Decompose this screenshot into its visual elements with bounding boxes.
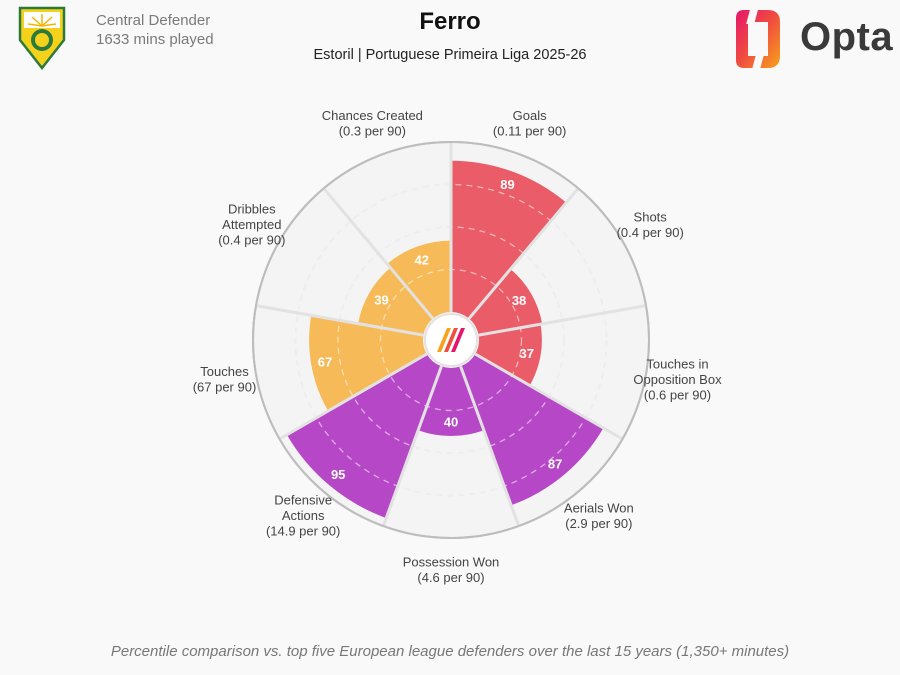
metric-label: Aerials Won (2.9 per 90) — [564, 500, 634, 531]
bar-shots — [468, 269, 543, 336]
value-label: 40 — [444, 415, 458, 430]
bar-guide-ring-75 — [294, 183, 608, 497]
bar-dribbles-attempted — [358, 267, 434, 336]
sector-divider — [474, 352, 624, 441]
metric-label: Defensive Actions (14.9 per 90) — [266, 493, 340, 539]
value-label: 39 — [374, 292, 388, 307]
bar-possession-won — [418, 366, 484, 436]
sector-divider — [467, 187, 580, 320]
sector-divider — [478, 304, 647, 337]
player-name: Ferro — [419, 8, 481, 35]
value-label: 89 — [500, 177, 514, 192]
metric-label: Chances Created (0.3 per 90) — [322, 108, 423, 139]
sector-divider — [459, 365, 521, 527]
bar-chances-created — [387, 240, 451, 319]
opta-brand-text: Opta — [800, 15, 894, 59]
value-label: 67 — [318, 355, 332, 370]
club-crest-icon — [18, 6, 66, 70]
bar-goals — [451, 160, 567, 319]
sector-divider — [278, 352, 428, 441]
bar-defensive-actions — [286, 354, 442, 519]
bar-touches-in-opposition-box — [475, 324, 542, 386]
value-label: 38 — [512, 293, 526, 308]
chart-footnote: Percentile comparison vs. top five Europ… — [110, 643, 790, 660]
metric-label: Touches in Opposition Box (0.6 per 90) — [633, 356, 722, 402]
metric-label: Touches (67 per 90) — [193, 364, 257, 395]
minutes-played: 1633 mins played — [96, 31, 214, 48]
bar-aerials-won — [460, 354, 604, 506]
value-label: 37 — [519, 346, 533, 361]
value-label: 95 — [331, 467, 345, 482]
value-label: 42 — [415, 252, 429, 267]
opta-logo-icon — [736, 8, 780, 70]
sector-divider — [381, 365, 443, 527]
value-label: 87 — [548, 457, 562, 472]
metric-label: Dribbles Attempted (0.4 per 90) — [218, 202, 285, 248]
metric-label: Shots (0.4 per 90) — [617, 209, 684, 240]
sector-divider — [255, 304, 424, 337]
team-league-subtitle: Estoril | Portuguese Primeira Liga 2025-… — [313, 47, 587, 63]
metric-label: Goals (0.11 per 90) — [493, 108, 566, 139]
opta-mark-icon — [437, 328, 465, 352]
metric-label: Possession Won (4.6 per 90) — [403, 554, 500, 585]
sector-divider — [322, 187, 435, 320]
player-position: Central Defender — [96, 12, 211, 29]
outer-ring — [252, 141, 650, 539]
